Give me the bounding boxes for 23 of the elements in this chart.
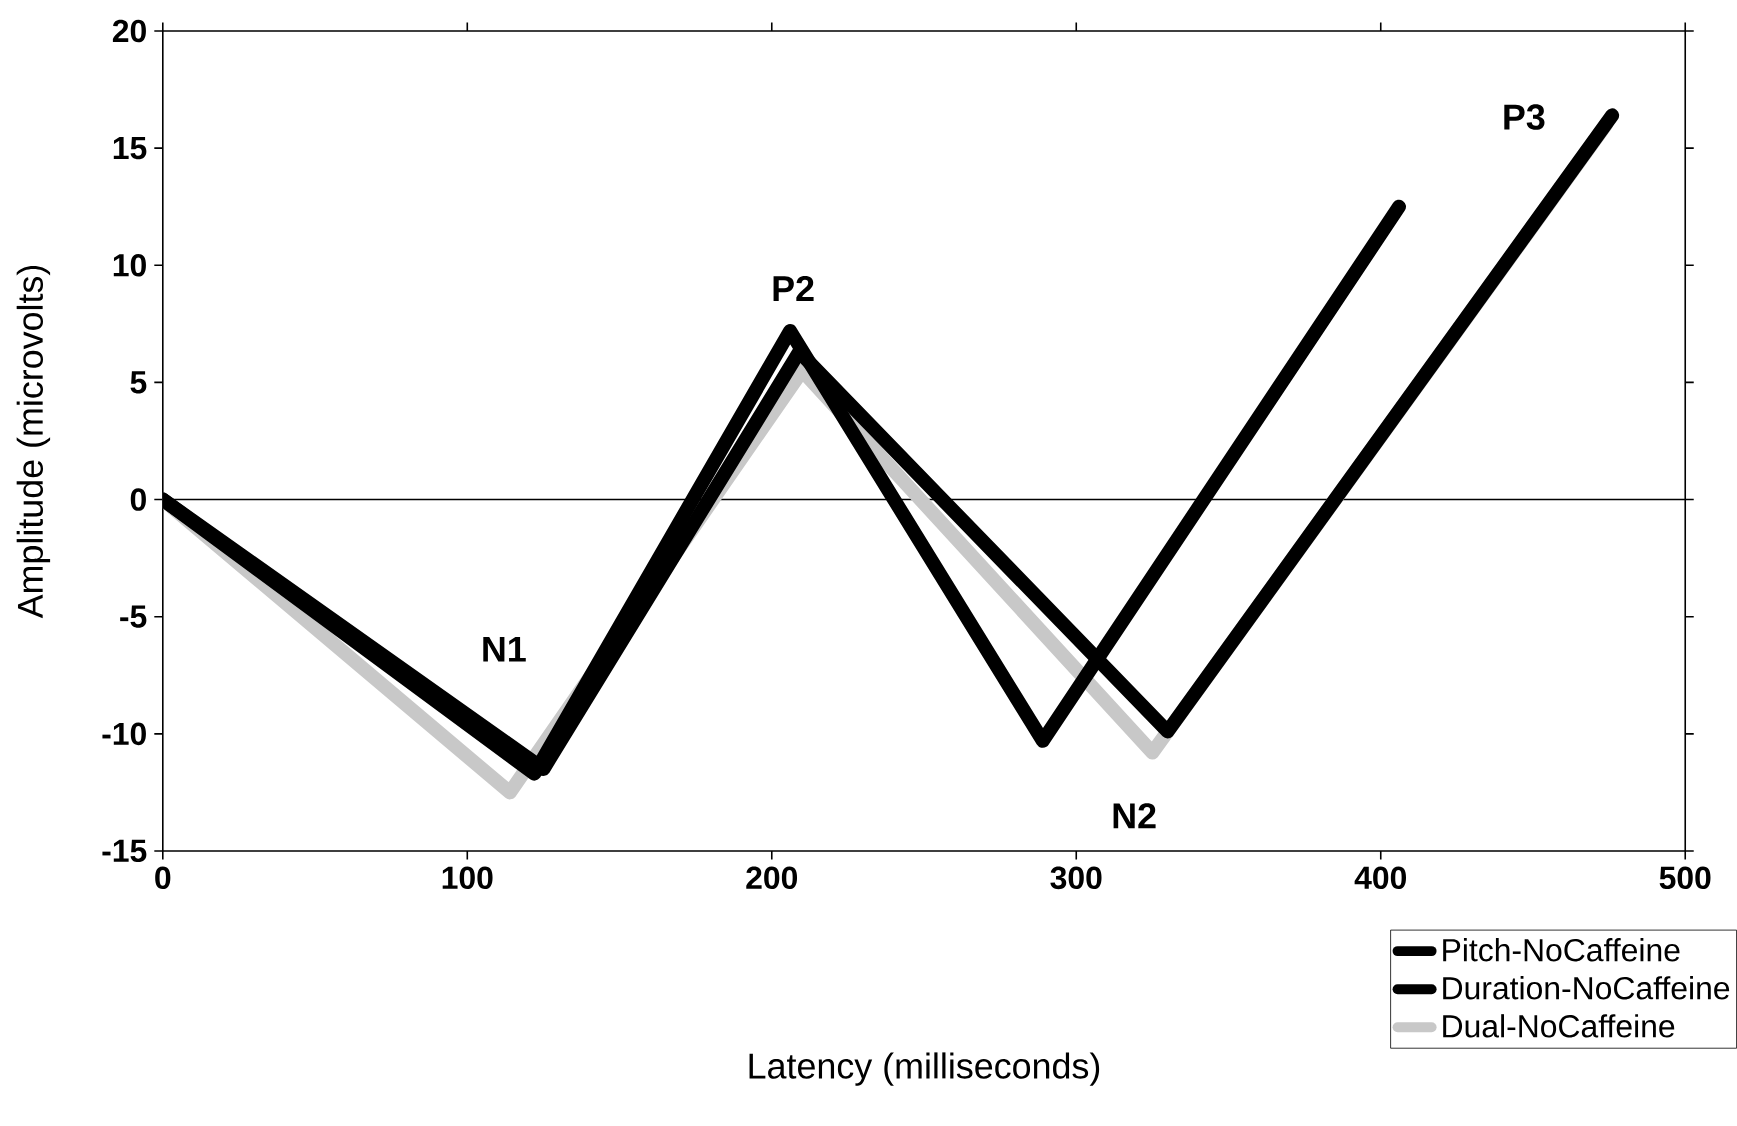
legend-label: Pitch-NoCaffeine — [1443, 938, 1680, 962]
y-tick-label: 15 — [113, 136, 147, 160]
y-tick-label: 10 — [113, 253, 146, 277]
y-axis-title: Amplitude (microvolts) — [16, 265, 51, 619]
x-tick-label: 100 — [442, 866, 493, 890]
y-tick-label: -10 — [102, 722, 146, 746]
legend-label: Duration-NoCaffeine — [1443, 976, 1730, 1000]
y-tick-label: 5 — [130, 371, 147, 394]
y-tick-label: -15 — [102, 839, 147, 863]
x-tick-label: 0 — [155, 866, 171, 890]
annotation: P3 — [1504, 104, 1545, 130]
annotation: P2 — [773, 275, 814, 301]
y-tick-label: 20 — [112, 19, 146, 43]
x-tick-label: 400 — [1354, 866, 1407, 890]
x-axis-title: Latency (milliseconds) — [749, 1052, 1100, 1086]
y-tick-label: -5 — [120, 605, 147, 628]
annotation: N1 — [483, 636, 526, 662]
annotation: N2 — [1113, 803, 1156, 829]
x-tick-label: 200 — [746, 866, 798, 890]
legend-label: Dual-NoCaffeine — [1443, 1014, 1675, 1038]
x-tick-label: 300 — [1050, 866, 1102, 890]
x-tick-label: 500 — [1659, 866, 1711, 890]
y-tick-label: 0 — [130, 488, 146, 511]
